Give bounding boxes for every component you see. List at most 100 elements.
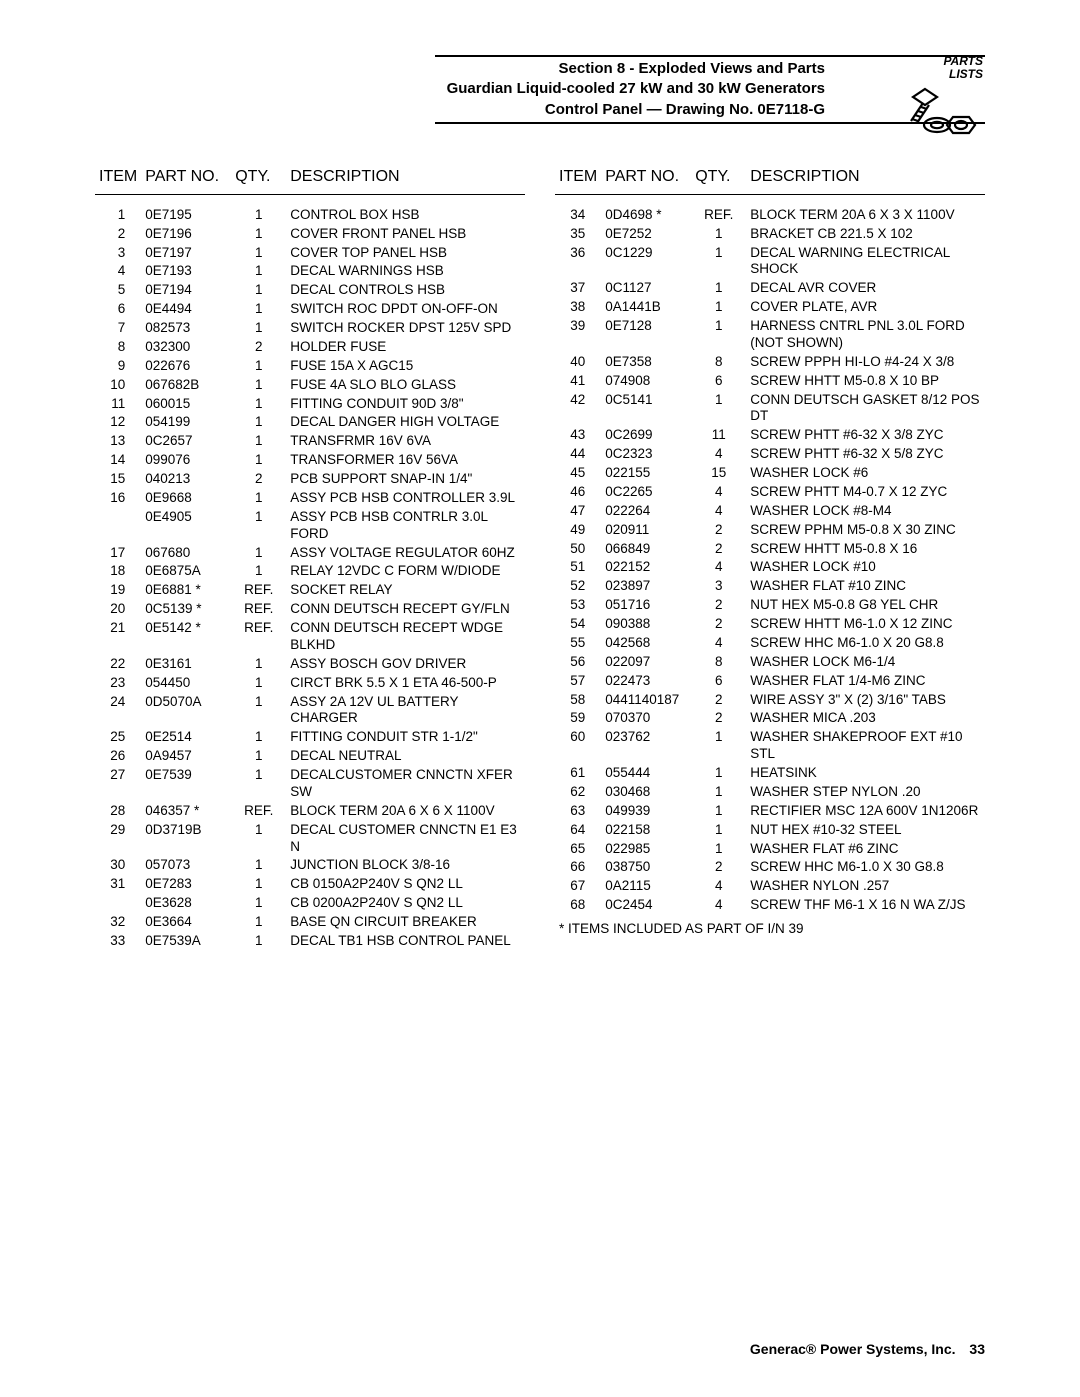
cell-part: 0C1127 xyxy=(601,279,691,298)
cell-part: 0441140187 xyxy=(601,691,691,710)
cell-desc: DECAL WARNING ELECTRICAL SHOCK xyxy=(746,244,985,280)
cell-desc: WASHER FLAT #6 ZINC xyxy=(746,840,985,859)
cell-qty: 4 xyxy=(691,634,746,653)
cell-qty: 2 xyxy=(691,615,746,634)
cell-desc: BLOCK TERM 20A 6 X 6 X 1100V xyxy=(286,802,525,821)
table-row: 28046357 *REF.BLOCK TERM 20A 6 X 6 X 110… xyxy=(95,802,525,821)
table-row: 20E71961COVER FRONT PANEL HSB xyxy=(95,225,525,244)
cell-desc: SCREW HHTT M6-1.0 X 12 ZINC xyxy=(746,615,985,634)
cell-desc: SOCKET RELAY xyxy=(286,581,525,600)
cell-qty: 1 xyxy=(691,802,746,821)
table-row: 90226761FUSE 15A X AGC15 xyxy=(95,357,525,376)
cell-item: 67 xyxy=(555,877,601,896)
cell-part: 070370 xyxy=(601,709,691,728)
table-row: 60E44941SWITCH ROC DPDT ON-OFF-ON xyxy=(95,300,525,319)
cell-desc: SCREW PPPH HI-LO #4-24 X 3/8 xyxy=(746,353,985,372)
header-section: Section 8 - Exploded Views and Parts xyxy=(95,59,825,79)
cell-item: 56 xyxy=(555,653,601,672)
cell-part: 022473 xyxy=(601,672,691,691)
cell-part: 057073 xyxy=(141,856,231,875)
table-row: 260A94571DECAL NEUTRAL xyxy=(95,747,525,766)
col-part: PART NO. xyxy=(601,164,691,195)
table-row: 640221581NUT HEX #10-32 STEEL xyxy=(555,821,985,840)
cell-item: 24 xyxy=(95,693,141,729)
cell-qty: 4 xyxy=(691,445,746,464)
cell-item: 19 xyxy=(95,581,141,600)
table-row: 400E73588SCREW PPPH HI-LO #4-24 X 3/8 xyxy=(555,353,985,372)
cell-desc: FUSE 15A X AGC15 xyxy=(286,357,525,376)
cell-desc: SCREW PHTT #6-32 X 3/8 ZYC xyxy=(746,426,985,445)
cell-qty: 15 xyxy=(691,464,746,483)
cell-desc: DECAL DANGER HIGH VOLTAGE xyxy=(286,413,525,432)
cell-qty: 1 xyxy=(231,766,286,802)
table-row: 270E75391DECALCUSTOMER CNNCTN XFER SW xyxy=(95,766,525,802)
cell-qty: 3 xyxy=(691,577,746,596)
footer-company: Generac® Power Systems, Inc. xyxy=(750,1341,956,1357)
table-row: 0E36281CB 0200A2P240V S QN2 LL xyxy=(95,894,525,913)
table-row: 230544501CIRCT BRK 5.5 X 1 ETA 46-500-P xyxy=(95,674,525,693)
cell-item: 58 xyxy=(555,691,601,710)
cell-part: 0D3719B xyxy=(141,821,231,857)
table-row: 10067682B1FUSE 4A SLO BLO GLASS xyxy=(95,376,525,395)
table-row: 680C24544SCREW THF M6-1 X 16 N WA Z/JS xyxy=(555,896,985,915)
table-row: 300570731JUNCTION BLOCK 3/8-16 xyxy=(95,856,525,875)
cell-part: 060015 xyxy=(141,395,231,414)
cell-qty: 4 xyxy=(691,483,746,502)
table-header-row: ITEM PART NO. QTY. DESCRIPTION xyxy=(555,164,985,195)
cell-desc: PCB SUPPORT SNAP-IN 1/4" xyxy=(286,470,525,489)
cell-desc: DECAL AVR COVER xyxy=(746,279,985,298)
cell-part: 0A1441B xyxy=(601,298,691,317)
table-row: 220E31611ASSY BOSCH GOV DRIVER xyxy=(95,655,525,674)
footnote: * ITEMS INCLUDED AS PART OF I/N 39 xyxy=(555,915,985,936)
cell-desc: NUT HEX M5-0.8 G8 YEL CHR xyxy=(746,596,985,615)
cell-desc: WASHER LOCK #10 xyxy=(746,558,985,577)
cell-part: 022097 xyxy=(601,653,691,672)
cell-item: 62 xyxy=(555,783,601,802)
table-row: 490209112SCREW PPHM M5-0.8 X 30 ZINC xyxy=(555,521,985,540)
cell-part: 0E7539 xyxy=(141,766,231,802)
cell-part: 054450 xyxy=(141,674,231,693)
cell-part: 074908 xyxy=(601,372,691,391)
cell-qty: 4 xyxy=(691,896,746,915)
cell-qty: 1 xyxy=(231,281,286,300)
table-row: 150402132PCB SUPPORT SNAP-IN 1/4" xyxy=(95,470,525,489)
cell-desc: DECAL NEUTRAL xyxy=(286,747,525,766)
cell-part: 0E7283 xyxy=(141,875,231,894)
cell-part: 0C1229 xyxy=(601,244,691,280)
cell-part: 0E7197 xyxy=(141,244,231,263)
cell-qty: 1 xyxy=(691,728,746,764)
cell-item: 53 xyxy=(555,596,601,615)
cell-item: 31 xyxy=(95,875,141,894)
table-row: 5804411401872WIRE ASSY 3" X (2) 3/16" TA… xyxy=(555,691,985,710)
cell-qty: 1 xyxy=(231,728,286,747)
cell-item: 43 xyxy=(555,426,601,445)
table-row: 470222644WASHER LOCK #8-M4 xyxy=(555,502,985,521)
table-row: 330E7539A1DECAL TB1 HSB CONTROL PANEL xyxy=(95,932,525,951)
cell-qty: 4 xyxy=(691,558,746,577)
cell-part: 0E9668 xyxy=(141,489,231,508)
parts-table-right: ITEM PART NO. QTY. DESCRIPTION 340D4698 … xyxy=(555,164,985,915)
cell-item: 42 xyxy=(555,391,601,427)
cell-qty: 1 xyxy=(231,693,286,729)
cell-part: 0C2699 xyxy=(601,426,691,445)
table-row: 110600151FITTING CONDUIT 90D 3/8" xyxy=(95,395,525,414)
cell-item: 6 xyxy=(95,300,141,319)
table-header-row: ITEM PART NO. QTY. DESCRIPTION xyxy=(95,164,525,195)
cell-item: 60 xyxy=(555,728,601,764)
cell-part: 0E2514 xyxy=(141,728,231,747)
cell-qty: 1 xyxy=(691,764,746,783)
cell-part: 0C2265 xyxy=(601,483,691,502)
cell-part: 067682B xyxy=(141,376,231,395)
cell-desc: DECAL WARNINGS HSB xyxy=(286,262,525,281)
cell-item: 50 xyxy=(555,540,601,559)
cell-item: 63 xyxy=(555,802,601,821)
cell-qty: 2 xyxy=(231,338,286,357)
table-row: 670A21154WASHER NYLON .257 xyxy=(555,877,985,896)
cell-part: 040213 xyxy=(141,470,231,489)
cell-desc: COVER PLATE, AVR xyxy=(746,298,985,317)
cell-part: 030468 xyxy=(601,783,691,802)
cell-part: 055444 xyxy=(601,764,691,783)
cell-part: 0E7252 xyxy=(601,225,691,244)
cell-item: 40 xyxy=(555,353,601,372)
table-row: 380A1441B1COVER PLATE, AVR xyxy=(555,298,985,317)
